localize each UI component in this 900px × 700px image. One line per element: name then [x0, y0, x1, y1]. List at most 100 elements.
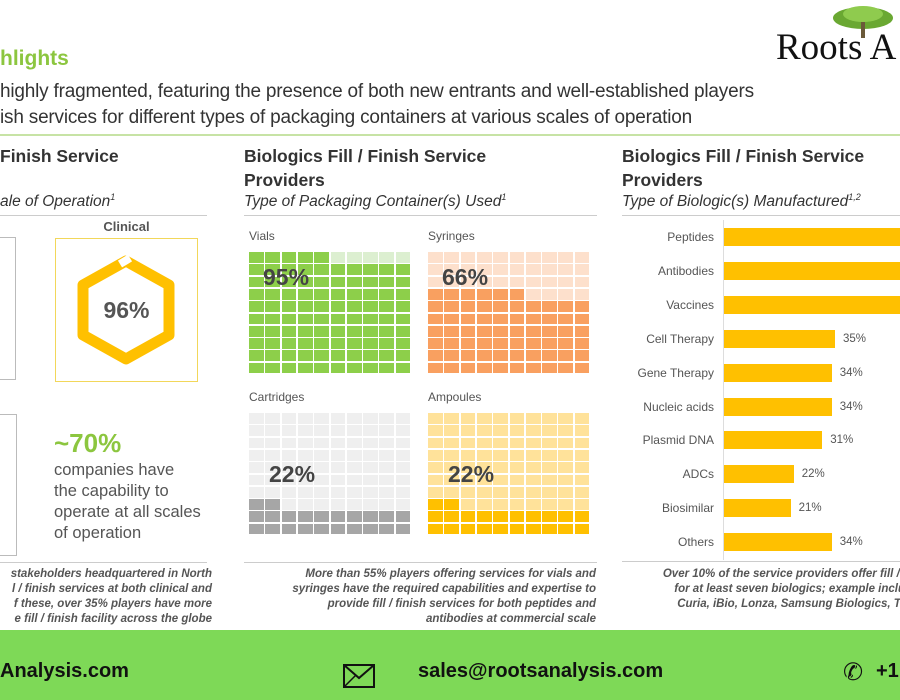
col2-subtitle-text: Type of Packaging Container(s) Used — [244, 193, 502, 211]
waffle-cell-empty — [493, 276, 508, 288]
waffle-cell-filled — [460, 362, 476, 374]
waffle-cell-empty — [281, 486, 297, 498]
waffle-cell-filled — [395, 313, 411, 325]
bar-value-label: 34% — [839, 536, 863, 549]
waffle-cell-filled — [265, 288, 281, 300]
waffle-cell-filled — [444, 325, 460, 337]
waffle-cell-empty — [265, 474, 281, 486]
waffle-cell-empty — [363, 449, 378, 461]
waffle-cell-filled — [558, 338, 574, 349]
waffle-cell-filled — [363, 511, 378, 523]
waffle-cell-empty — [249, 413, 264, 424]
waffle-cell-empty — [363, 486, 378, 498]
col3-footnote: Over 10% of the service providers offer … — [620, 567, 900, 627]
waffle-cell-filled — [476, 523, 492, 535]
title-line: Biologics Fill / Finish Service — [244, 146, 487, 166]
waffle-cell-empty — [281, 437, 297, 449]
bar-label: ADCs — [682, 467, 714, 482]
waffle-cell-empty — [509, 437, 525, 449]
waffle-cell-filled — [395, 276, 411, 288]
waffle-cell-empty — [330, 437, 346, 449]
waffle-cell-filled — [249, 276, 264, 288]
clinical-value: 96% — [103, 297, 150, 323]
waffle-cell-empty — [330, 486, 346, 498]
waffle-cell-empty — [509, 425, 525, 437]
email-link[interactable]: sales@rootsanalysis.com — [418, 660, 664, 682]
waffle-cell-filled — [330, 288, 346, 300]
waffle-cell-filled — [395, 523, 411, 535]
waffle-cell-filled — [281, 264, 297, 276]
waffle-cell-empty — [574, 252, 590, 263]
bar — [724, 397, 832, 416]
waffle-cell-empty — [460, 486, 476, 498]
divider — [244, 562, 597, 563]
waffle-cell-empty — [509, 499, 525, 510]
waffle-cell-filled — [281, 350, 297, 362]
stat-line: operate at all scales — [54, 503, 201, 521]
waffle-cell-empty — [574, 437, 590, 449]
waffle-cell-filled — [476, 301, 492, 312]
waffle-cell-filled — [558, 301, 574, 312]
waffle-cell-empty — [493, 413, 508, 424]
waffle-cell-filled — [509, 313, 525, 325]
footnote-line: Over 10% of the service providers offer … — [662, 568, 900, 580]
waffle-cell-filled — [265, 511, 281, 523]
waffle-cell-filled — [314, 338, 329, 349]
waffle-cell-empty — [476, 425, 492, 437]
waffle-cell-empty — [476, 474, 492, 486]
waffle-cell-empty — [330, 413, 346, 424]
waffle-cell-filled — [346, 276, 362, 288]
waffle-cell-empty — [314, 437, 329, 449]
waffle-cell-filled — [428, 301, 443, 312]
waffle-cell-filled — [574, 362, 590, 374]
waffle-cell-empty — [493, 449, 508, 461]
waffle-cell-filled — [428, 288, 443, 300]
website-link[interactable]: Analysis.com — [0, 660, 129, 682]
phone-icon: ✆ — [843, 659, 864, 686]
waffle-cell-filled — [281, 252, 297, 263]
waffle-cell-filled — [460, 350, 476, 362]
waffle-cell-filled — [379, 276, 395, 288]
waffle-label: Vials — [249, 229, 275, 243]
waffle-cell-empty — [346, 413, 362, 424]
waffle-cell-filled — [249, 313, 264, 325]
waffle-cell-filled — [379, 325, 395, 337]
waffle-cell-filled — [444, 511, 460, 523]
waffle-cell-filled — [330, 301, 346, 312]
waffle-cell-filled — [249, 523, 264, 535]
waffle-cell-empty — [558, 437, 574, 449]
waffle-cell-filled — [542, 338, 557, 349]
waffle-cell-filled — [444, 301, 460, 312]
waffle-cell-empty — [542, 252, 557, 263]
bar — [724, 228, 900, 246]
waffle-cell-filled — [428, 338, 443, 349]
waffle-cell-filled — [249, 325, 264, 337]
waffle-cell-filled — [460, 338, 476, 349]
waffle-cell-empty — [379, 425, 395, 437]
bar — [724, 533, 832, 552]
waffle-cell-empty — [460, 264, 476, 276]
bar-label: Biosimilar — [661, 501, 714, 516]
waffle-cell-empty — [314, 486, 329, 498]
waffle-cell-empty — [493, 264, 508, 276]
bar — [724, 499, 791, 518]
waffle-cell-empty — [265, 437, 281, 449]
waffle-cell-empty — [444, 462, 460, 473]
waffle-cell-filled — [476, 338, 492, 349]
waffle-cell-filled — [509, 325, 525, 337]
phone-number[interactable]: +1 — [876, 660, 899, 682]
waffle-cell-filled — [525, 511, 541, 523]
waffle-cell-filled — [395, 301, 411, 312]
bar-value-label: 31% — [830, 434, 854, 447]
waffle-cell-filled — [330, 350, 346, 362]
waffle-cell-filled — [265, 313, 281, 325]
bar — [724, 261, 900, 280]
waffle-cell-filled — [249, 362, 264, 374]
waffle-cell-empty — [444, 264, 460, 276]
col2-title: Biologics Fill / Finish Service Providers — [244, 144, 486, 192]
waffle-cell-empty — [444, 474, 460, 486]
waffle-cell-empty — [525, 449, 541, 461]
waffle-cell-filled — [444, 338, 460, 349]
waffle-cell-empty — [379, 449, 395, 461]
bar-label: Peptides — [667, 230, 714, 244]
